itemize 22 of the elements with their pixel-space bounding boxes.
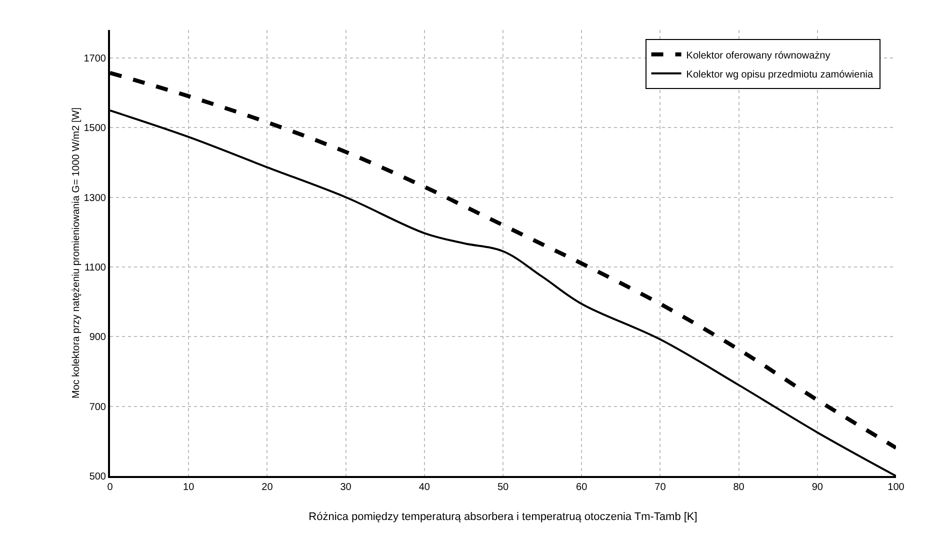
x-axis-title: Różnica pomiędzy temperaturą absorbera i temperatruą otoczenia Tm-Tamb [K] — [308, 511, 698, 523]
y-axis-title: Moc kolektora przy natężeniu promieniowania G= 1000 W/m2 [W] — [70, 107, 82, 398]
x-tick-label: 0 — [107, 482, 114, 493]
y-tick-label: 1500 — [84, 123, 106, 134]
x-tick-label: 70 — [654, 482, 666, 493]
x-tick-label: 40 — [418, 482, 430, 493]
x-tick-label: 50 — [497, 482, 509, 493]
y-tick-label: 700 — [89, 402, 106, 413]
x-tick-label: 30 — [340, 482, 352, 493]
x-tick-label: 60 — [576, 482, 588, 493]
y-tick-label: 1700 — [84, 53, 106, 64]
legend-label: Kolektor wg opisu przedmiotu zamówienia — [686, 69, 874, 80]
y-tick-label: 1100 — [84, 262, 106, 274]
y-tick-label: 1300 — [84, 192, 106, 204]
y-tick-label: 900 — [89, 332, 106, 344]
legend-label: Kolektor oferowany równoważny — [686, 50, 830, 62]
x-tick-label: 10 — [183, 482, 195, 493]
x-tick-label: 100 — [888, 482, 905, 493]
x-tick-label: 90 — [812, 482, 824, 493]
y-tick-label: 500 — [89, 472, 106, 482]
x-tick-label: 80 — [733, 482, 745, 493]
x-tick-label: 20 — [262, 482, 274, 493]
